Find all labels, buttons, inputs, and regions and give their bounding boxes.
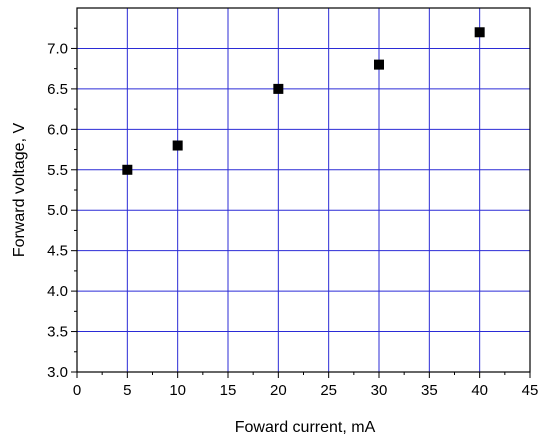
y-tick-label: 6.0 [47, 121, 68, 138]
x-tick-label: 5 [123, 382, 131, 399]
data-point [122, 164, 133, 175]
y-tick-label: 4.5 [47, 243, 68, 260]
x-tick-label: 35 [421, 382, 438, 399]
grid-layer [77, 8, 530, 372]
x-tick-label: 15 [220, 382, 237, 399]
y-tick-label: 7.0 [47, 40, 68, 57]
data-point [374, 59, 384, 70]
y-tick-label: 6.5 [47, 81, 68, 98]
x-tick-label: 25 [320, 382, 337, 399]
data-point [474, 27, 485, 38]
x-tick-label: 10 [169, 382, 186, 399]
x-tick-label: 0 [73, 382, 81, 399]
ticks-layer: 0 5 10 15 20 25 30 35 40 45 3.0 3.5 4.0 4.5 5.0 5.5 6.0 6… [47, 27, 539, 399]
data-point [172, 140, 183, 151]
y-tick-label: 4.0 [47, 283, 68, 300]
x-tick-label: 30 [371, 382, 388, 399]
plot-frame [76, 7, 531, 373]
y-axis-title: Forward voltage, V [11, 123, 28, 258]
x-tick-label: 45 [522, 382, 539, 399]
y-tick-label: 5.0 [47, 202, 68, 219]
data-point [273, 83, 284, 94]
x-axis-title: Foward current, mA [235, 419, 376, 436]
y-tick-label: 3.0 [47, 364, 68, 381]
y-tick-label: 3.5 [47, 324, 68, 341]
points-layer [122, 27, 485, 175]
y-tick-label: 5.5 [47, 162, 68, 179]
x-tick-label: 40 [471, 382, 488, 399]
x-tick-label: 20 [270, 382, 287, 399]
axes-layer [76, 7, 531, 373]
